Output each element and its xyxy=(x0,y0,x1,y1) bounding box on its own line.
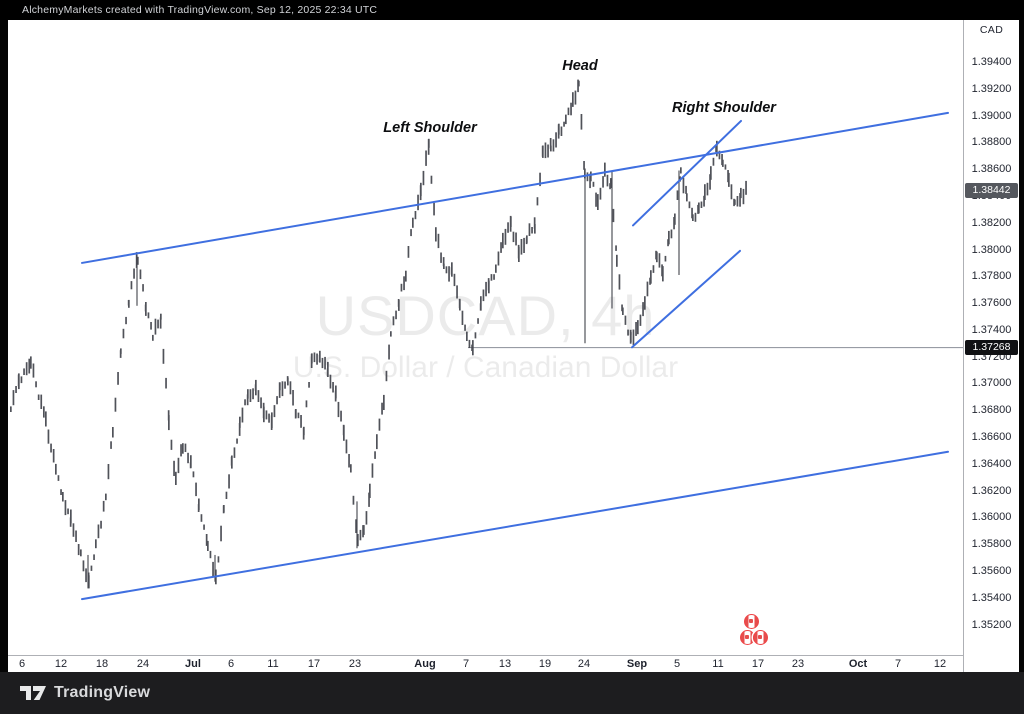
attribution-bar: AlchemyMarkets created with TradingView.… xyxy=(0,0,1024,20)
time-tick-label: 17 xyxy=(307,658,321,670)
price-tick-label: 1.38600 xyxy=(971,163,1012,176)
time-tick-label: 7 xyxy=(462,658,470,670)
time-tick-label: 23 xyxy=(791,658,805,670)
chart-plot-area[interactable] xyxy=(8,20,1019,672)
price-tick-label: 1.36600 xyxy=(971,431,1012,444)
time-tick-label: 24 xyxy=(136,658,150,670)
price-axis-currency-label: CAD xyxy=(979,24,1004,36)
attribution-text: AlchemyMarkets created with TradingView.… xyxy=(22,4,378,16)
time-tick-label: 24 xyxy=(577,658,591,670)
canada-flag-event-icon[interactable] xyxy=(743,613,759,629)
chart-frame: USDCAD, 4h U.S. Dollar / Canadian Dollar… xyxy=(8,20,1019,672)
price-tick-label: 1.38200 xyxy=(971,216,1012,229)
price-tick-label: 1.37600 xyxy=(971,297,1012,310)
price-tick-label: 1.35600 xyxy=(971,565,1012,577)
pattern-label-head[interactable]: Head xyxy=(562,58,598,74)
time-tick-label: 13 xyxy=(498,658,512,670)
price-tick-label: 1.36000 xyxy=(971,511,1012,524)
price-tick-label: 1.35800 xyxy=(971,538,1012,551)
time-tick-label: Jul xyxy=(185,658,201,670)
price-tick-label: 1.37400 xyxy=(971,323,1012,336)
tradingview-logo-text: TradingView xyxy=(54,684,151,701)
price-tick-label: 1.37800 xyxy=(971,270,1012,283)
price-axis-separator xyxy=(963,20,964,672)
time-tick-label: Sep xyxy=(626,658,648,670)
price-tick-label: 1.39400 xyxy=(971,56,1012,68)
time-tick-label: 6 xyxy=(18,658,26,670)
time-tick-label: 18 xyxy=(95,658,109,670)
right-shoulder-lower-trendline[interactable] xyxy=(631,249,741,349)
price-tick-label: 1.38800 xyxy=(971,136,1012,149)
right-shoulder-upper-trendline[interactable] xyxy=(632,119,742,227)
time-axis-separator xyxy=(8,655,1019,656)
time-tick-label: 5 xyxy=(673,658,681,670)
channel-lower-trendline[interactable] xyxy=(81,450,949,601)
time-axis[interactable]: 6 12 18 24 Jul 6 11 17 23 Aug 7 13 19 24 Sep 5 11 17 23 Oct… xyxy=(8,656,963,672)
price-tick-label: 1.35400 xyxy=(971,591,1012,604)
price-tick-label: 1.37000 xyxy=(971,377,1012,390)
time-tick-label: 11 xyxy=(712,658,724,670)
tradingview-logo-icon xyxy=(20,686,46,700)
time-tick-label: 12 xyxy=(54,658,68,670)
time-tick-label: 23 xyxy=(348,658,362,670)
time-tick-label: Oct xyxy=(848,658,868,670)
price-badge: 1.37268 xyxy=(965,340,1018,356)
candlestick-series xyxy=(10,79,747,589)
pattern-label-right-shoulder[interactable]: Right Shoulder xyxy=(672,100,776,116)
canada-flag-event-icon[interactable] xyxy=(752,629,768,645)
price-tick-label: 1.36800 xyxy=(971,404,1012,417)
time-tick-label: 19 xyxy=(538,658,552,670)
footer-bar: TradingView xyxy=(0,672,1024,714)
time-tick-label: 12 xyxy=(933,658,947,670)
price-tick-label: 1.35200 xyxy=(971,618,1012,631)
channel-upper-trendline[interactable] xyxy=(81,111,949,264)
time-tick-label: 6 xyxy=(227,658,235,670)
price-tick-label: 1.39000 xyxy=(971,109,1012,122)
price-tick-label: 1.38000 xyxy=(971,243,1012,256)
price-badge: 1.38442 xyxy=(965,182,1018,198)
price-tick-label: 1.36400 xyxy=(971,457,1012,470)
price-tick-label: 1.36200 xyxy=(971,484,1012,497)
price-tick-label: 1.39200 xyxy=(971,82,1012,95)
time-tick-label: 17 xyxy=(751,658,765,670)
price-axis[interactable]: CAD 1.39400 1.39200 1.39000 1.38800 1.38600 1… xyxy=(964,20,1019,672)
pattern-label-left-shoulder[interactable]: Left Shoulder xyxy=(383,120,477,136)
time-tick-label: 11 xyxy=(267,658,279,670)
time-tick-label: 7 xyxy=(894,658,902,670)
tradingview-logo[interactable]: TradingView xyxy=(20,683,150,703)
time-tick-label: Aug xyxy=(414,658,436,670)
